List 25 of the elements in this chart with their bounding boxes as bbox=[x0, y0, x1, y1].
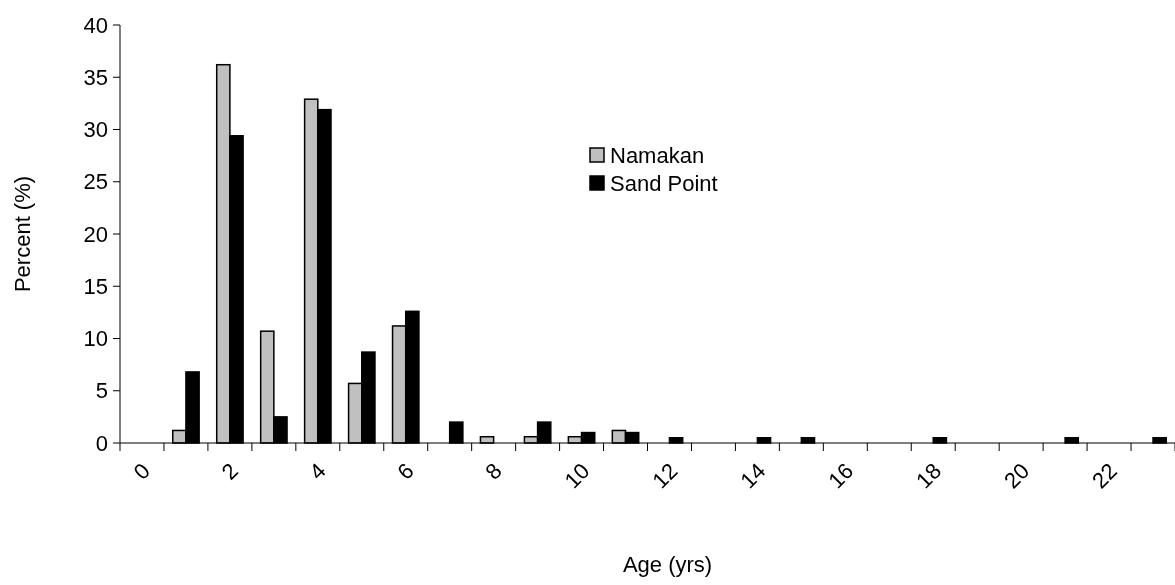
y-tick-label: 35 bbox=[83, 64, 108, 90]
x-tick-label: 10 bbox=[559, 458, 595, 494]
legend-label: Sand Point bbox=[610, 170, 718, 196]
y-tick-label: 30 bbox=[83, 117, 108, 143]
x-tick-label: 18 bbox=[911, 458, 947, 494]
x-tick-label: 22 bbox=[1087, 458, 1123, 494]
x-tick-label: 4 bbox=[304, 458, 331, 485]
y-tick-label: 40 bbox=[83, 12, 108, 38]
x-tick-label: 6 bbox=[392, 458, 419, 485]
y-tick-label: 5 bbox=[95, 378, 108, 404]
x-tick-label: 16 bbox=[823, 458, 859, 494]
x-tick-label: 20 bbox=[999, 458, 1035, 494]
x-axis-title: Age (yrs) bbox=[622, 552, 713, 577]
x-tick-label: 0 bbox=[128, 458, 155, 485]
y-axis-title: Percent (%) bbox=[10, 175, 35, 293]
legend-label: Namakan bbox=[610, 142, 705, 168]
x-tick-label: 14 bbox=[735, 458, 771, 494]
y-tick-label: 20 bbox=[83, 221, 108, 247]
y-tick-label: 15 bbox=[83, 273, 108, 299]
x-tick-label: 12 bbox=[647, 458, 683, 494]
y-tick-label: 10 bbox=[83, 326, 108, 352]
x-tick-label: 8 bbox=[480, 458, 507, 485]
y-tick-label: 25 bbox=[83, 169, 108, 195]
y-tick-label: 0 bbox=[95, 430, 108, 456]
x-tick-label: 2 bbox=[216, 458, 243, 485]
